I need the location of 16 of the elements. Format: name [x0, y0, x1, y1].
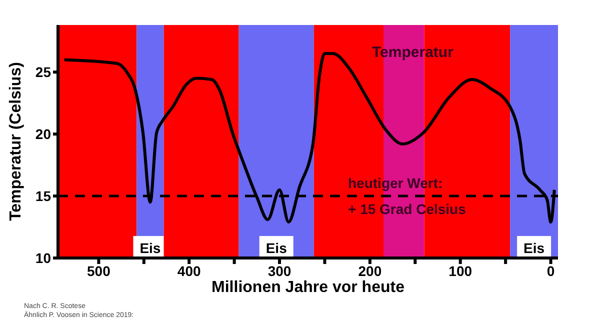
series-label: Temperatur	[372, 44, 454, 61]
x-tick-label: 0	[546, 262, 555, 279]
y-tick-label: 20	[35, 126, 52, 142]
band-label: Eis	[266, 240, 288, 256]
band-label: Eis	[140, 240, 161, 256]
y-tick-label: 10	[35, 250, 52, 266]
x-tick-label: 100	[448, 262, 472, 279]
x-tick-label: 300	[268, 262, 292, 279]
band-label: Eis	[524, 240, 545, 256]
y-axis-title: Temperatur (Celsius)	[8, 62, 24, 221]
x-tick-label: 400	[177, 262, 201, 279]
y-tick-label: 15	[35, 188, 52, 204]
x-tick-label: 200	[358, 262, 382, 279]
x-tick-label: 500	[87, 262, 111, 279]
x-axis-title: Millionen Jahre vor heute	[210, 279, 406, 297]
y-tick-label: 25	[35, 64, 52, 80]
